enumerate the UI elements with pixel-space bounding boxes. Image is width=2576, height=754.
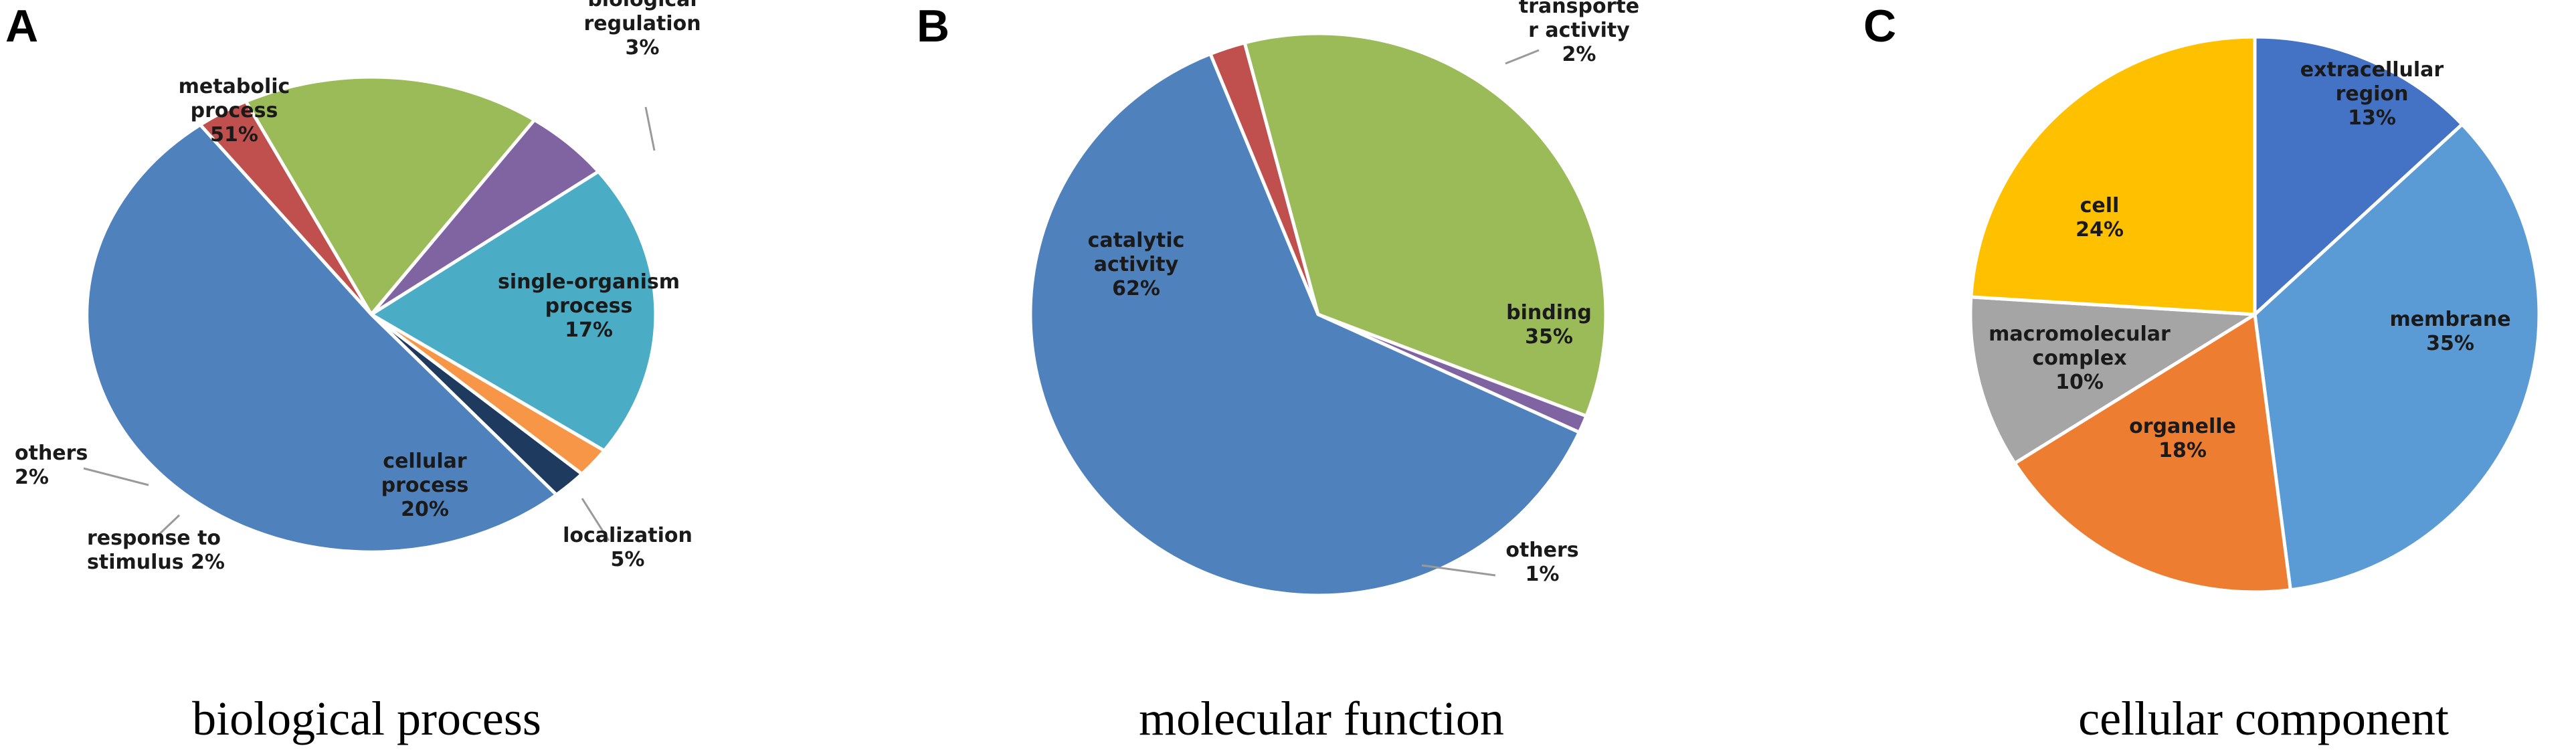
slice-label-membrane: membrane 35% [2389, 308, 2510, 355]
slice-label-cell: cell 24% [2076, 194, 2124, 242]
title-cellular-component: cellular component [2078, 692, 2449, 745]
slice-label-binding: binding 35% [1506, 301, 1592, 349]
slice-label-cellular-process: cellular process 20% [381, 450, 469, 521]
panel-letter-a: A [5, 1, 38, 52]
title-biological-process: biological process [192, 692, 541, 745]
panel-a: A biologicalregulation3% single-organismp… [5, 0, 701, 745]
slice-label-biological-regulation: biologicalregulation3% [583, 0, 701, 60]
pie-slice-metabolic-process [85, 123, 559, 554]
leader-line-localization [581, 498, 610, 541]
leader-line-transporte-r-activity [1505, 49, 1540, 65]
pie-slice-organelle [2013, 312, 2292, 594]
leader-line-response-to [151, 514, 181, 542]
pie-slice-cell [1969, 35, 2257, 316]
slice-label-response-to: response to stimulus 2% [87, 527, 225, 574]
slice-label-others: others 1% [1505, 539, 1578, 586]
pie-slice-membrane [2253, 122, 2541, 592]
slice-label-others: others 2% [15, 442, 88, 489]
panel-c: C extracellular region 13% membrane 35% organ… [1863, 1, 2541, 745]
leader-line-biological-regulation [644, 106, 656, 151]
leader-line-others [83, 467, 149, 486]
pie-molecular-function: transporte r activity 2% binding 35% others 1%… [1028, 0, 1639, 597]
panel-letter-c: C [1863, 1, 1896, 52]
pie-cellular-component: extracellular region 13% membrane 35% organel… [1968, 35, 2541, 594]
slice-label-single-organism-process: single-organism process 17% [498, 270, 680, 342]
pie-slice-single-organism-process [244, 75, 537, 316]
leader-line-others [1421, 564, 1496, 577]
pie-biological-process: biologicalregulation3% single-organismpro… [15, 0, 701, 574]
panel-b: B transporte r activity 2% binding 35% others… [917, 0, 1639, 745]
slice-label-organelle: organelle 18% [2129, 415, 2236, 462]
slice-label-localization: localization 5% [563, 524, 693, 571]
slice-label-macromolecular-complex: macromolecular complex 10% [1989, 322, 2171, 394]
slice-label-extracellular-region: extracellular region 13% [2300, 58, 2444, 130]
pie-slice-catalytic-activity [1028, 52, 1581, 597]
panel-letter-b: B [917, 1, 949, 52]
title-molecular-function: molecular function [1139, 692, 1504, 745]
pie-slice-extracellular-region [2253, 35, 2464, 316]
pie-slice-macromolecular-complex [1968, 295, 2257, 465]
slice-label-catalytic-activity: catalytic activity 62% [1088, 229, 1185, 300]
slice-label-transporte-r-activity: transporte r activity 2% [1519, 0, 1639, 66]
slice-label-metabolic-process: metabolic process 51% [179, 75, 290, 147]
pie-slice-cellular-process [369, 169, 658, 453]
